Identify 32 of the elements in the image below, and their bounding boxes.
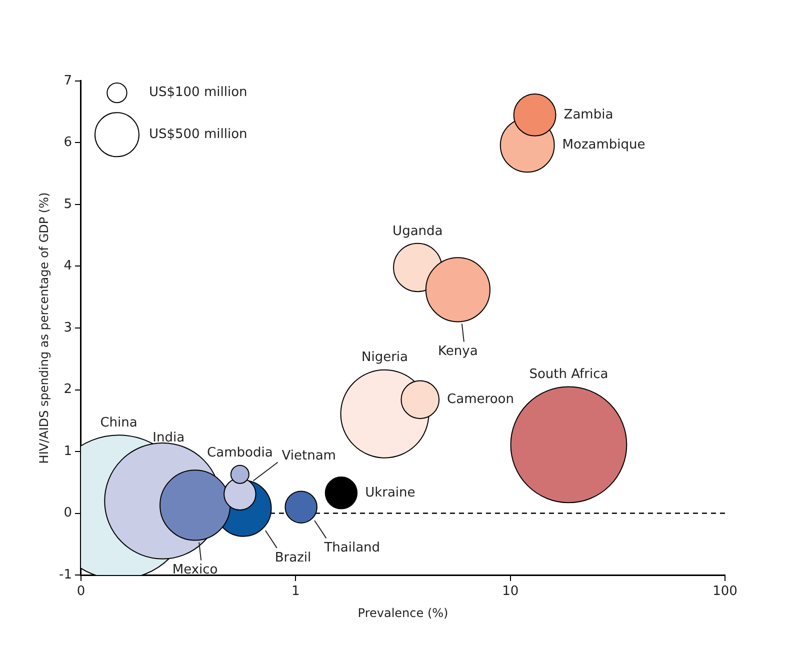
y-tick-label: -1	[59, 567, 72, 582]
text: Vietnam	[282, 448, 336, 464]
x-tick-label: 1	[292, 584, 300, 600]
series-label: China	[100, 415, 138, 430]
x-axis-title: Prevalence (%)	[358, 606, 448, 620]
y-tick-label: 0	[64, 506, 72, 521]
series-label: Kenya	[438, 344, 478, 360]
series-label: India	[152, 430, 185, 446]
series-label: Mozambique	[562, 138, 646, 153]
series-label: Brazil	[274, 550, 312, 566]
series-label: Zambia	[564, 107, 614, 122]
x-tick-label: 0	[76, 584, 86, 600]
legend-label: US$500 million	[148, 127, 248, 142]
y-tick-label: 7	[64, 73, 72, 88]
y-tick-label: 4	[64, 258, 72, 274]
legend-label: US$100 million	[148, 85, 248, 100]
y-tick-label: 1	[64, 444, 72, 459]
x-tick-label: 100	[712, 584, 738, 600]
series-label: Thailand	[323, 540, 380, 556]
y-tick-label: 6	[64, 135, 72, 150]
series-label: Uganda	[392, 224, 443, 239]
y-tick-label: 3	[64, 320, 72, 336]
x-tick-label: 10	[502, 584, 519, 600]
y-axis-title: HIV/AIDS spending as percentage of GDP (%)	[36, 192, 51, 464]
series-label: Nigeria	[361, 350, 408, 366]
series-label: Cambodia	[207, 446, 273, 461]
y-tick-label: 2	[64, 382, 72, 398]
series-label: Cameroon	[447, 392, 514, 408]
series-label: Ukraine	[365, 485, 416, 500]
series-label: South Africa	[529, 367, 608, 382]
y-tick-label: 5	[64, 196, 72, 212]
text: Mexico	[172, 562, 218, 578]
